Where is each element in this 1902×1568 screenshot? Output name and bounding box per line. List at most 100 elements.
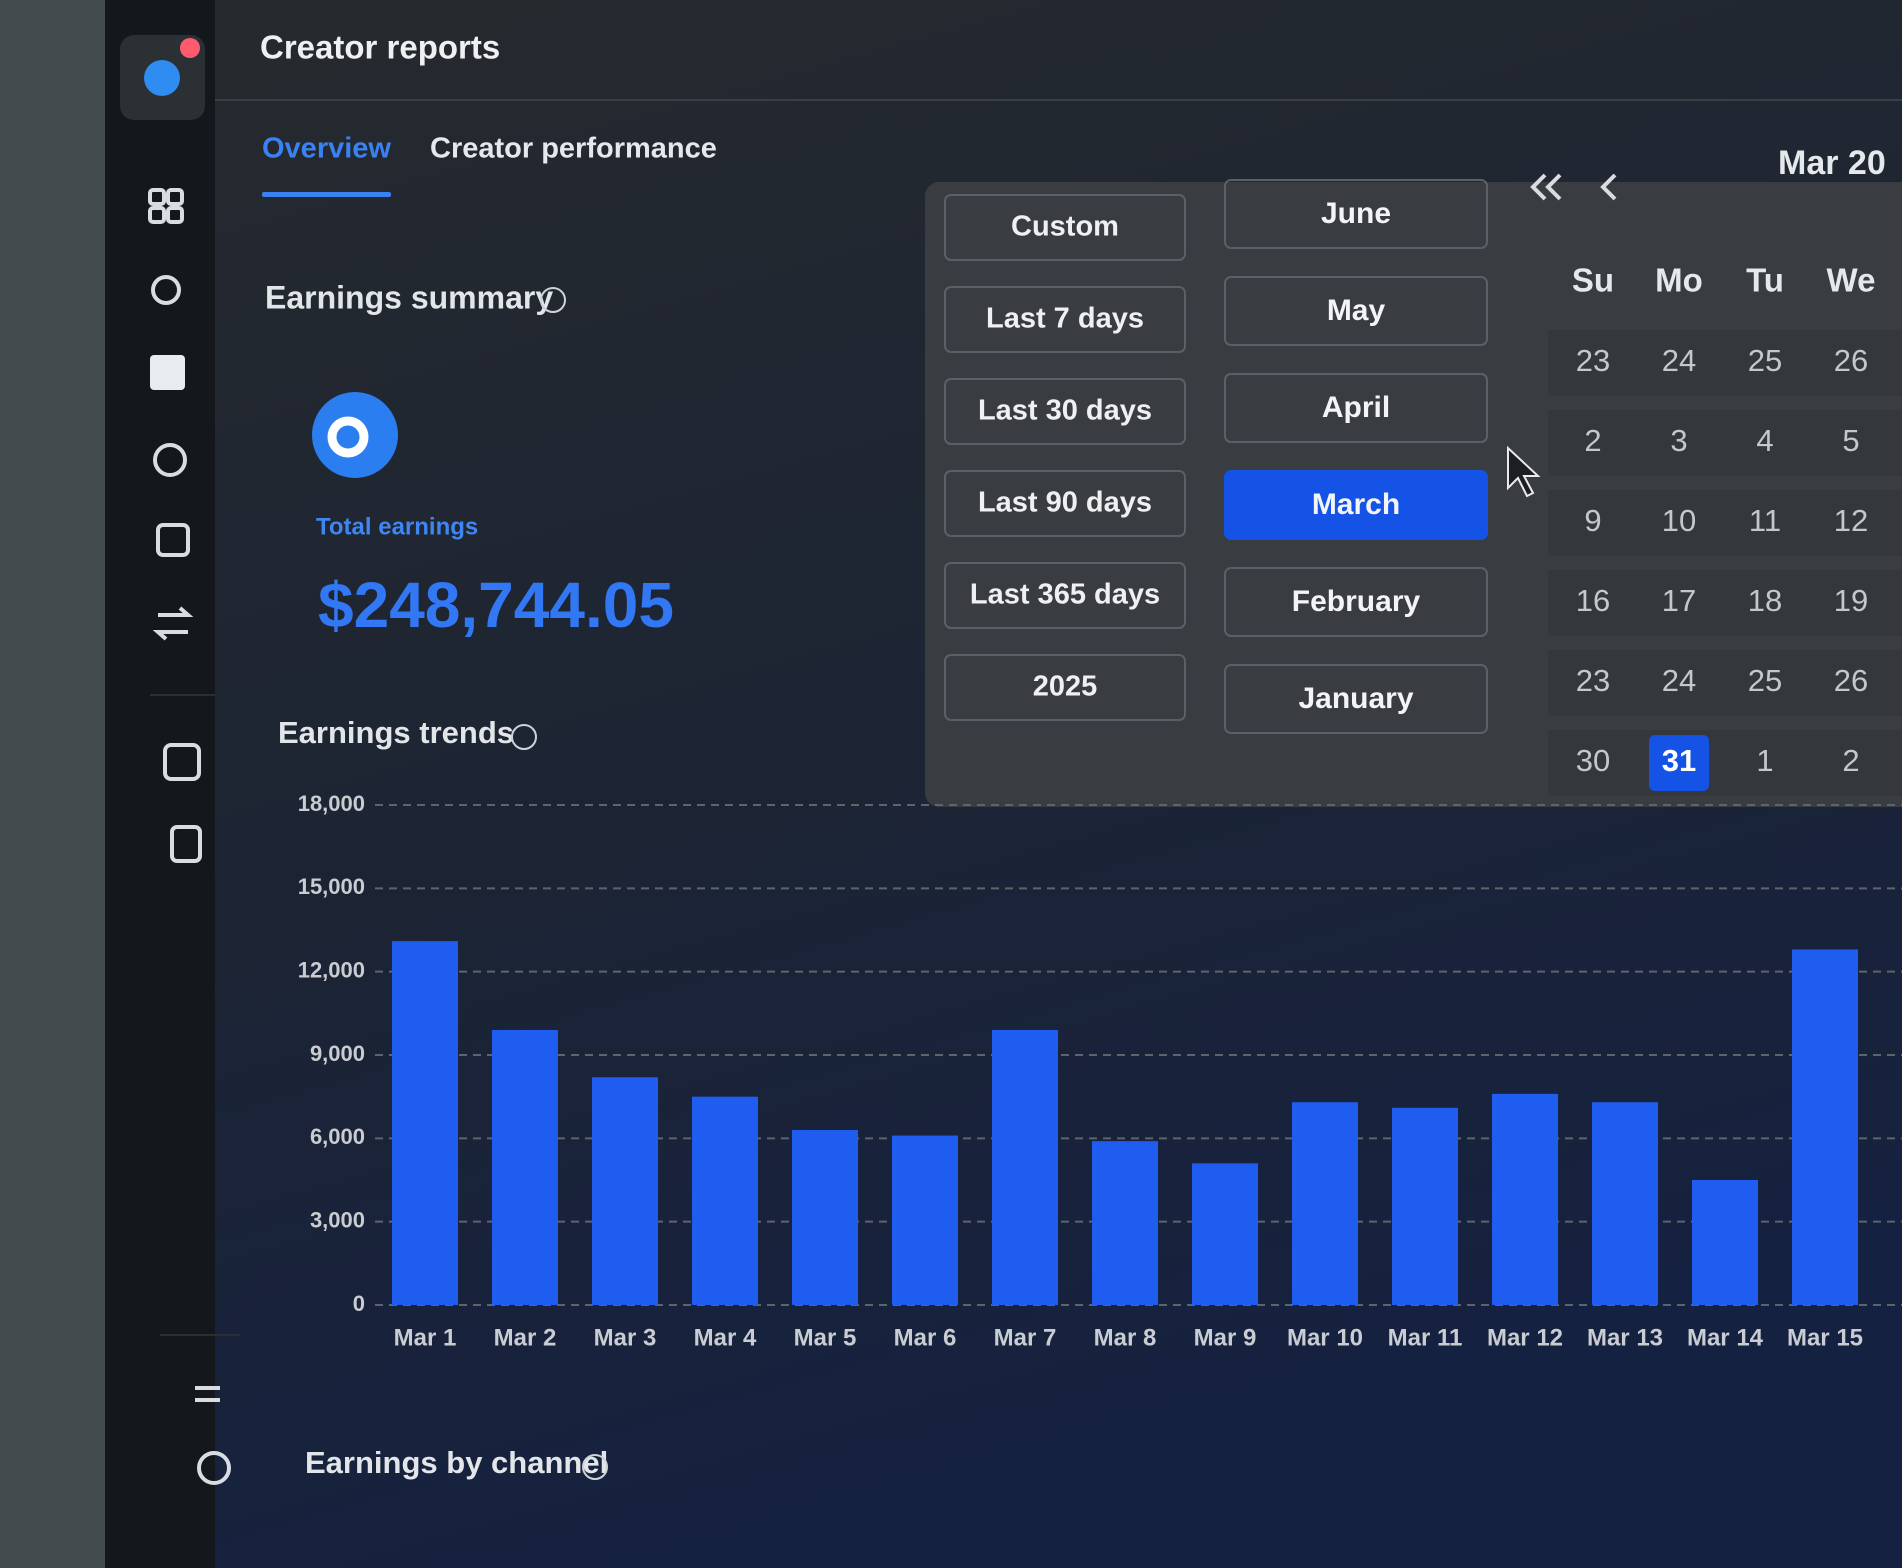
calendar-day[interactable]: 18 — [1748, 583, 1782, 618]
info-icon[interactable] — [582, 1454, 608, 1480]
calendar-day[interactable]: 12 — [1834, 503, 1868, 538]
calendar-day[interactable]: 3 — [1670, 423, 1687, 458]
calendar-nav-prev[interactable] — [1530, 173, 1617, 201]
preset-label: Last 30 days — [978, 395, 1152, 427]
tab[interactable]: Overview — [262, 133, 391, 165]
icon-settings[interactable] — [195, 1386, 220, 1402]
weekday: We — [1827, 262, 1876, 299]
calendar-week-row — [1548, 410, 1902, 476]
bar — [992, 1030, 1058, 1305]
icon-reports-active[interactable] — [150, 355, 185, 390]
y-tick-label: 0 — [353, 1291, 365, 1316]
x-tick-label: Mar 9 — [1194, 1324, 1257, 1351]
y-tick-label: 6,000 — [310, 1124, 365, 1149]
calendar-day[interactable]: 10 — [1662, 503, 1696, 538]
preset-button[interactable] — [944, 286, 1186, 353]
x-tick-label: Mar 8 — [1094, 1324, 1157, 1351]
calendar-day[interactable]: 11 — [1749, 503, 1781, 538]
calendar-title: Mar 20 — [1778, 144, 1886, 182]
preset-label: Custom — [1011, 211, 1119, 243]
bar — [1492, 1093, 1558, 1305]
icon-profile[interactable] — [163, 743, 201, 781]
x-tick-label: Mar 4 — [694, 1324, 757, 1351]
calendar-day[interactable]: 26 — [1834, 343, 1868, 378]
icon-dashboard[interactable] — [166, 188, 184, 206]
notification-dot — [180, 38, 200, 58]
icon-support[interactable] — [153, 443, 187, 477]
calendar-day[interactable]: 25 — [1748, 343, 1782, 378]
calendar-day[interactable]: 24 — [1662, 663, 1696, 698]
calendar-day[interactable]: 9 — [1584, 503, 1601, 538]
calendar-day[interactable]: 2 — [1842, 743, 1859, 778]
total-earnings-value: $248,744.05 — [318, 569, 674, 641]
calendar-day[interactable]: 23 — [1576, 663, 1610, 698]
bar — [1592, 1102, 1658, 1305]
icon-creators[interactable] — [151, 275, 181, 305]
x-tick-label: Mar 11 — [1388, 1324, 1463, 1351]
calendar-day[interactable]: 5 — [1842, 423, 1859, 458]
month-button[interactable] — [1224, 567, 1488, 637]
page-title: Creator reports — [260, 29, 500, 66]
preset-button[interactable] — [944, 378, 1186, 445]
calendar-day[interactable]: 19 — [1834, 583, 1868, 618]
preset-button[interactable] — [944, 654, 1186, 721]
earnings-logo-mark — [327, 416, 369, 458]
month-button[interactable] — [1224, 664, 1488, 734]
icon-contacts[interactable] — [170, 825, 202, 863]
x-tick-label: Mar 13 — [1587, 1324, 1663, 1351]
info-icon[interactable] — [511, 724, 537, 750]
bar — [1792, 949, 1858, 1305]
calendar-day[interactable]: 25 — [1748, 663, 1782, 698]
bar — [1292, 1102, 1358, 1305]
icon-help[interactable] — [197, 1451, 231, 1485]
calendar-day[interactable]: 17 — [1662, 583, 1696, 618]
calendar-day[interactable]: 26 — [1834, 663, 1868, 698]
x-tick-label: Mar 15 — [1787, 1324, 1863, 1351]
calendar-week-row — [1548, 650, 1902, 716]
x-tick-label: Mar 5 — [794, 1324, 857, 1351]
x-tick-label: Mar 14 — [1687, 1324, 1764, 1351]
x-tick-label: Mar 1 — [394, 1324, 457, 1351]
preset-button[interactable] — [944, 562, 1186, 629]
calendar-day[interactable]: 31 — [1662, 743, 1696, 778]
preset-button[interactable] — [944, 194, 1186, 261]
calendar-day[interactable]: 1 — [1756, 743, 1773, 778]
x-tick-label: Mar 12 — [1487, 1324, 1563, 1351]
weekday: Su — [1572, 262, 1614, 299]
preset-label: 2025 — [1033, 671, 1098, 703]
icon-dashboard[interactable] — [166, 206, 184, 224]
preset-button[interactable] — [944, 470, 1186, 537]
month-button[interactable] — [1224, 470, 1488, 540]
earnings-logo — [312, 392, 398, 478]
selected-day[interactable] — [1649, 735, 1709, 791]
month-button[interactable] — [1224, 179, 1488, 249]
tab[interactable]: Creator performance — [430, 133, 717, 165]
preset-label: Last 7 days — [986, 303, 1144, 335]
month-button[interactable] — [1224, 276, 1488, 346]
calendar-day[interactable]: 4 — [1756, 423, 1773, 458]
calendar-day[interactable]: 2 — [1584, 423, 1601, 458]
total-earnings-label: Total earnings — [316, 513, 478, 540]
calendar-day[interactable]: 16 — [1576, 583, 1610, 618]
icon-stats[interactable] — [156, 523, 190, 557]
calendar-day[interactable]: 23 — [1576, 343, 1610, 378]
x-tick-label: Mar 10 — [1287, 1324, 1363, 1351]
icon-transfers[interactable] — [152, 606, 194, 641]
calendar-week-row — [1548, 730, 1902, 796]
bar — [1692, 1180, 1758, 1305]
month-button[interactable] — [1224, 373, 1488, 443]
bar — [1192, 1163, 1258, 1305]
calendar-week-row — [1548, 570, 1902, 636]
x-tick-label: Mar 2 — [494, 1324, 557, 1351]
x-tick-label: Mar 7 — [994, 1324, 1057, 1351]
calendar-day[interactable]: 24 — [1662, 343, 1696, 378]
x-tick-label: Mar 6 — [894, 1324, 957, 1351]
calendar-day[interactable]: 30 — [1576, 743, 1610, 778]
icon-dashboard[interactable] — [148, 188, 166, 206]
bar — [492, 1030, 558, 1305]
icon-dashboard[interactable] — [148, 206, 166, 224]
app-logo — [144, 60, 180, 96]
bar — [392, 941, 458, 1305]
info-icon[interactable] — [540, 287, 566, 313]
